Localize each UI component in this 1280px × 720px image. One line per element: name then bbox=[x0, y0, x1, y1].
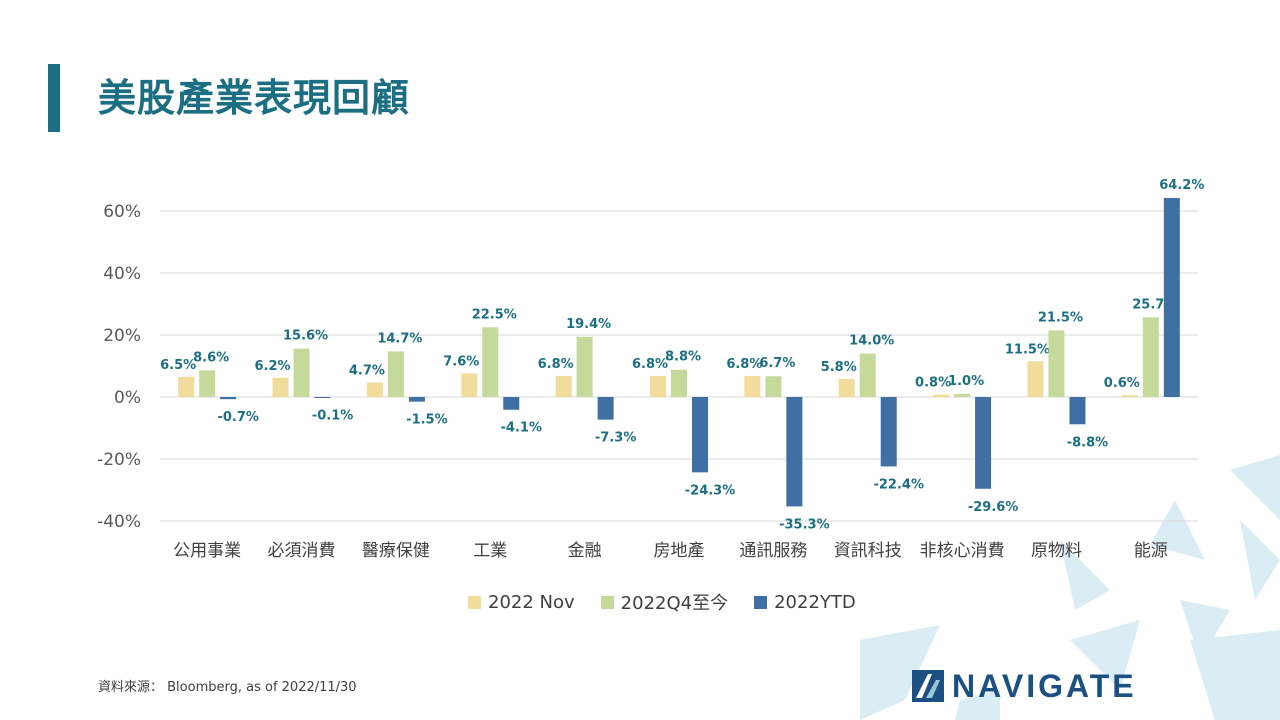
legend-label-ytd: 2022YTD bbox=[774, 591, 856, 613]
bar-q4 bbox=[293, 348, 310, 397]
legend-label-nov: 2022 Nov bbox=[488, 591, 575, 613]
y-tick-label: -20% bbox=[97, 450, 141, 470]
y-tick-label: 20% bbox=[103, 326, 141, 346]
bar-q4 bbox=[576, 336, 593, 397]
bar-nov bbox=[838, 379, 855, 397]
x-tick-label: 通訊服務 bbox=[739, 541, 807, 561]
data-label-ytd: 64.2% bbox=[1159, 178, 1204, 193]
title-accent-bar bbox=[48, 64, 60, 132]
data-label-ytd: -7.3% bbox=[595, 431, 636, 446]
data-label-q4: 22.5% bbox=[472, 307, 517, 322]
bar-nov bbox=[1121, 395, 1138, 397]
bar-ytd bbox=[1069, 397, 1086, 425]
bar-ytd bbox=[314, 397, 331, 398]
bar-ytd bbox=[1163, 197, 1180, 397]
data-label-nov: 7.6% bbox=[443, 354, 479, 369]
data-label-nov: 4.7% bbox=[349, 363, 385, 378]
bar-nov bbox=[650, 375, 666, 397]
data-label-ytd: -35.3% bbox=[779, 517, 830, 532]
legend-swatch-ytd bbox=[754, 595, 768, 609]
x-tick-label: 能源 bbox=[1134, 541, 1168, 561]
bar-ytd bbox=[597, 397, 614, 420]
data-label-q4: 8.8% bbox=[665, 350, 701, 365]
bar-ytd bbox=[408, 397, 425, 402]
bar-nov bbox=[555, 375, 572, 397]
data-label-nov: 0.6% bbox=[1104, 376, 1140, 391]
bar-q4 bbox=[1142, 317, 1159, 397]
bar-q4 bbox=[482, 327, 499, 397]
legend-swatch-nov bbox=[468, 595, 481, 609]
data-label-q4: 14.0% bbox=[849, 334, 894, 349]
x-tick-label: 工業 bbox=[473, 541, 507, 561]
source-note: 資料來源： Bloomberg, as of 2022/11/30 bbox=[98, 680, 357, 695]
bar-nov bbox=[461, 373, 478, 397]
x-tick-label: 必須消費 bbox=[268, 541, 336, 561]
x-tick-label: 金融 bbox=[568, 541, 602, 561]
bar-q4 bbox=[199, 370, 216, 397]
data-label-ytd: -24.3% bbox=[685, 483, 736, 498]
data-label-nov: 0.8% bbox=[915, 376, 951, 391]
bar-nov bbox=[1027, 361, 1044, 397]
legend-item-nov: 2022 Nov bbox=[468, 592, 575, 613]
data-label-q4: 6.7% bbox=[759, 356, 795, 371]
data-label-ytd: -0.1% bbox=[312, 408, 353, 423]
x-tick-label: 資訊科技 bbox=[834, 541, 902, 561]
data-label-ytd: -1.5% bbox=[406, 413, 447, 428]
y-tick-label: 40% bbox=[103, 264, 141, 284]
y-tick-label: -40% bbox=[97, 512, 141, 532]
data-label-nov: 6.5% bbox=[160, 358, 196, 373]
bar-nov bbox=[178, 376, 195, 397]
bar-q4 bbox=[859, 353, 876, 397]
data-label-q4: 14.7% bbox=[377, 331, 422, 346]
data-label-q4: 15.6% bbox=[283, 329, 328, 344]
x-tick-label: 公用事業 bbox=[173, 541, 241, 561]
y-tick-label: 60% bbox=[103, 202, 141, 222]
x-tick-label: 房地產 bbox=[654, 541, 705, 561]
legend-item-ytd: 2022YTD bbox=[754, 592, 856, 613]
bar-q4 bbox=[671, 369, 687, 397]
navigate-logo-text: NAVIGATE bbox=[952, 667, 1137, 704]
bar-q4 bbox=[954, 393, 971, 397]
bar-q4 bbox=[765, 376, 782, 397]
data-label-ytd: -4.1% bbox=[501, 421, 542, 436]
data-label-ytd: -29.6% bbox=[968, 500, 1019, 515]
x-tick-label: 醫療保健 bbox=[362, 541, 430, 561]
data-label-nov: 6.2% bbox=[255, 359, 291, 374]
chart-legend: 2022 Nov 2022Q4至今 2022YTD bbox=[468, 590, 856, 614]
legend-label-q4: 2022Q4至今 bbox=[620, 593, 729, 614]
data-label-q4: 8.6% bbox=[193, 350, 229, 365]
y-tick-label: 0% bbox=[114, 388, 141, 408]
x-tick-label: 原物料 bbox=[1031, 541, 1082, 561]
data-label-nov: 6.8% bbox=[538, 357, 574, 372]
bar-ytd bbox=[786, 397, 803, 507]
legend-swatch-q4 bbox=[600, 595, 614, 609]
data-label-q4: 21.5% bbox=[1038, 310, 1083, 325]
bar-ytd bbox=[220, 397, 237, 400]
data-label-q4: 1.0% bbox=[948, 374, 984, 389]
data-label-ytd: -8.8% bbox=[1067, 435, 1108, 450]
bar-ytd bbox=[692, 397, 708, 473]
data-label-nov: 11.5% bbox=[1005, 342, 1050, 357]
bar-ytd bbox=[880, 397, 897, 467]
x-tick-label: 非核心消費 bbox=[920, 541, 1005, 561]
bar-q4 bbox=[1048, 330, 1065, 397]
data-label-q4: 19.4% bbox=[566, 317, 611, 332]
navigate-logo-icon bbox=[912, 670, 944, 702]
bar-nov bbox=[933, 394, 950, 397]
bar-nov bbox=[272, 377, 289, 397]
bar-nov bbox=[744, 375, 761, 397]
data-label-nov: 6.8% bbox=[726, 357, 762, 372]
bar-ytd bbox=[975, 397, 992, 489]
data-label-nov: 5.8% bbox=[821, 360, 857, 375]
data-label-ytd: -22.4% bbox=[873, 477, 924, 492]
legend-item-q4: 2022Q4至今 bbox=[600, 589, 729, 615]
bar-q4 bbox=[387, 351, 404, 397]
data-label-ytd: -0.7% bbox=[217, 410, 258, 425]
bar-nov bbox=[366, 382, 383, 397]
page-title: 美股產業表現回顧 bbox=[98, 76, 411, 120]
bar-ytd bbox=[503, 397, 520, 410]
data-label-nov: 6.8% bbox=[632, 357, 668, 372]
navigate-logo: NAVIGATE bbox=[912, 664, 1137, 708]
